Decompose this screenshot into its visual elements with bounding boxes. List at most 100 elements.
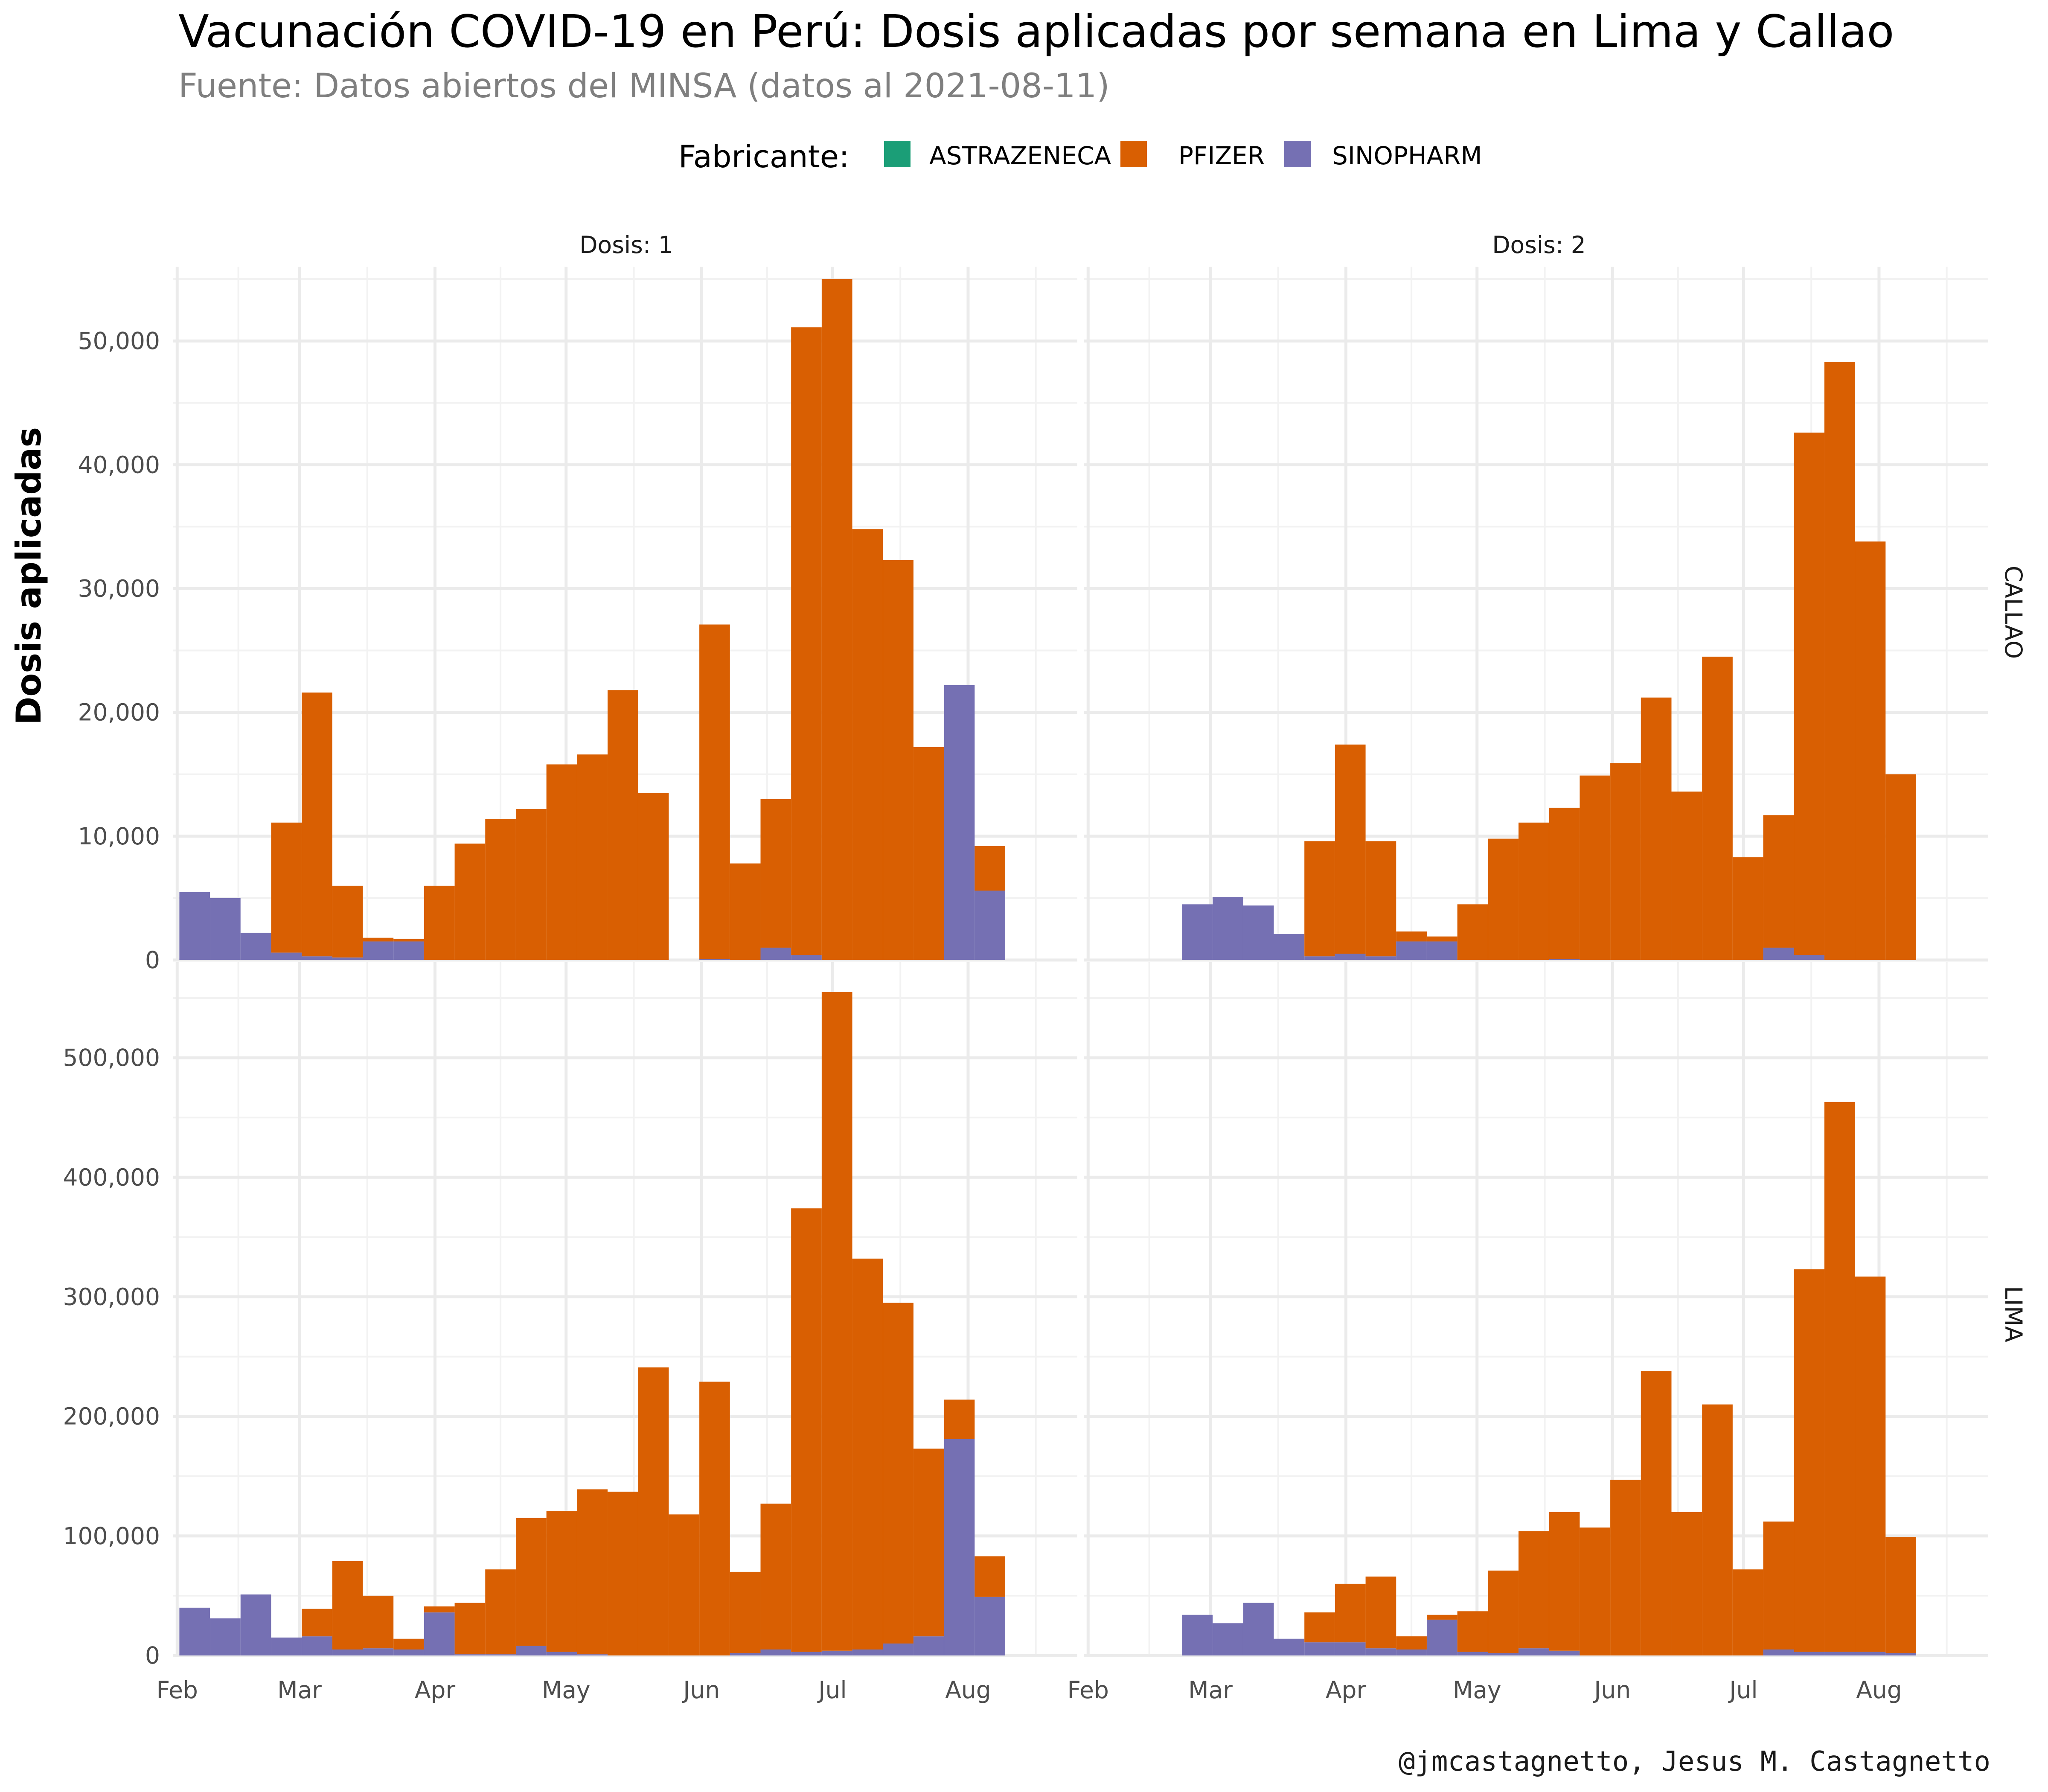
bar-pfizer (608, 1492, 638, 1655)
bar-pfizer (944, 1399, 975, 1439)
bar-pfizer (393, 1638, 424, 1649)
bar-sinopharm (760, 1649, 791, 1655)
bar-pfizer (1426, 936, 1457, 942)
bar-pfizer (546, 1510, 577, 1652)
x-tick-label: Feb (157, 1676, 198, 1704)
x-tick-label: Feb (1068, 1676, 1109, 1704)
x-tick-label: Aug (1856, 1676, 1902, 1704)
bar-pfizer (454, 1603, 486, 1655)
bar-pfizer (332, 1561, 363, 1649)
y-tick-label: 300,000 (63, 1283, 160, 1310)
bar-pfizer (975, 1556, 1006, 1597)
strip-dosis-2: Dosis: 2 (1492, 231, 1586, 259)
bar-sinopharm (393, 1649, 424, 1655)
bar-pfizer (1794, 432, 1824, 955)
strip-callao: CALLAO (2000, 566, 2027, 659)
bar-sinopharm (240, 1594, 271, 1655)
bar-pfizer (821, 279, 852, 960)
bar-sinopharm (363, 1648, 394, 1655)
bar-pfizer (760, 799, 791, 948)
bar-pfizer (1519, 822, 1549, 960)
bar-pfizer (975, 846, 1006, 891)
x-tick-label: Aug (945, 1676, 991, 1704)
bar-sinopharm (210, 1618, 241, 1655)
bar-pfizer (1671, 791, 1702, 960)
bar-sinopharm (1885, 1653, 1917, 1655)
y-tick-label: 500,000 (63, 1044, 160, 1071)
y-tick-label: 20,000 (78, 699, 160, 726)
bar-sinopharm (1274, 934, 1305, 960)
bar-pfizer (332, 885, 363, 958)
y-tick-label: 0 (145, 946, 160, 974)
y-tick-label: 200,000 (63, 1403, 160, 1430)
x-tick-label: Mar (1188, 1676, 1233, 1704)
legend: Fabricante: ASTRAZENECA PFIZER SINOPHARM (678, 139, 1482, 175)
legend-label-sinopharm: SINOPHARM (1332, 141, 1482, 170)
bar-pfizer (1763, 1521, 1794, 1649)
bar-pfizer (1335, 745, 1366, 954)
bar-sinopharm (913, 1636, 944, 1655)
bar-pfizer (699, 1382, 730, 1655)
bar-pfizer (485, 1569, 516, 1655)
bar-sinopharm (393, 941, 424, 960)
y-tick-label: 0 (145, 1642, 160, 1669)
bar-sinopharm (1274, 1638, 1305, 1655)
bar-sinopharm (760, 947, 791, 960)
strip-lima: LIMA (2000, 1286, 2027, 1342)
y-tick-label: 10,000 (78, 823, 160, 850)
bar-pfizer (852, 1258, 883, 1649)
bar-sinopharm (1243, 905, 1274, 960)
bar-pfizer (913, 747, 944, 960)
panel-callao-dosis-1: 0 10,000 20,000 30,000 40,000 50,000 (78, 267, 1077, 974)
bar-sinopharm (1426, 941, 1457, 960)
x-tick-label: Apr (1326, 1676, 1367, 1704)
bar-sinopharm (1763, 1649, 1794, 1655)
bar-pfizer (1457, 1611, 1488, 1652)
bar-pfizer (638, 793, 669, 960)
bar-sinopharm (271, 1637, 302, 1655)
bar-sinopharm (1794, 955, 1824, 960)
bar-sinopharm (821, 1650, 852, 1655)
bar-sinopharm (179, 892, 210, 960)
bar-pfizer (760, 1504, 791, 1649)
bar-pfizer (1824, 362, 1855, 960)
bar-pfizer (1610, 763, 1641, 960)
bar-pfizer (791, 1208, 822, 1652)
bar-pfizer (363, 1595, 394, 1649)
y-tick-label: 100,000 (63, 1522, 160, 1550)
legend-swatch-pfizer (1120, 141, 1147, 167)
bar-pfizer (577, 1489, 608, 1655)
bar-pfizer (302, 692, 332, 957)
bar-sinopharm (975, 1597, 1006, 1655)
bar-sinopharm (883, 1643, 913, 1655)
bar-pfizer (302, 1609, 332, 1637)
bar-pfizer (1519, 1531, 1549, 1649)
bar-sinopharm (179, 1607, 210, 1655)
bar-pfizer (1396, 931, 1427, 942)
bar-sinopharm (332, 957, 363, 960)
bar-pfizer (730, 863, 761, 960)
bar-sinopharm (1855, 1652, 1886, 1655)
bar-pfizer (515, 1518, 547, 1646)
bar-pfizer (1610, 1480, 1641, 1655)
chart-caption: @jmcastagnetto, Jesus M. Castagnetto (1399, 1746, 1990, 1777)
bar-sinopharm (302, 1636, 332, 1655)
bar-sinopharm (1549, 959, 1580, 960)
bar-pfizer (1304, 1612, 1335, 1643)
y-tick-label: 400,000 (63, 1164, 160, 1191)
bar-sinopharm (546, 1652, 577, 1655)
bar-sinopharm (1335, 1642, 1366, 1655)
bar-pfizer (1641, 697, 1672, 960)
bar-pfizer (1365, 841, 1396, 957)
bar-pfizer (1855, 541, 1886, 960)
bar-pfizer (730, 1571, 761, 1653)
x-tick-label: Apr (415, 1676, 456, 1704)
bar-pfizer (1335, 1583, 1366, 1643)
bar-sinopharm (730, 1653, 761, 1655)
bar-sinopharm (1794, 1652, 1824, 1655)
bar-pfizer (1488, 838, 1519, 960)
bar-sinopharm (515, 1646, 547, 1655)
bar-sinopharm (1213, 1623, 1243, 1655)
bar-sinopharm (975, 890, 1006, 960)
bar-sinopharm (1426, 1619, 1457, 1655)
